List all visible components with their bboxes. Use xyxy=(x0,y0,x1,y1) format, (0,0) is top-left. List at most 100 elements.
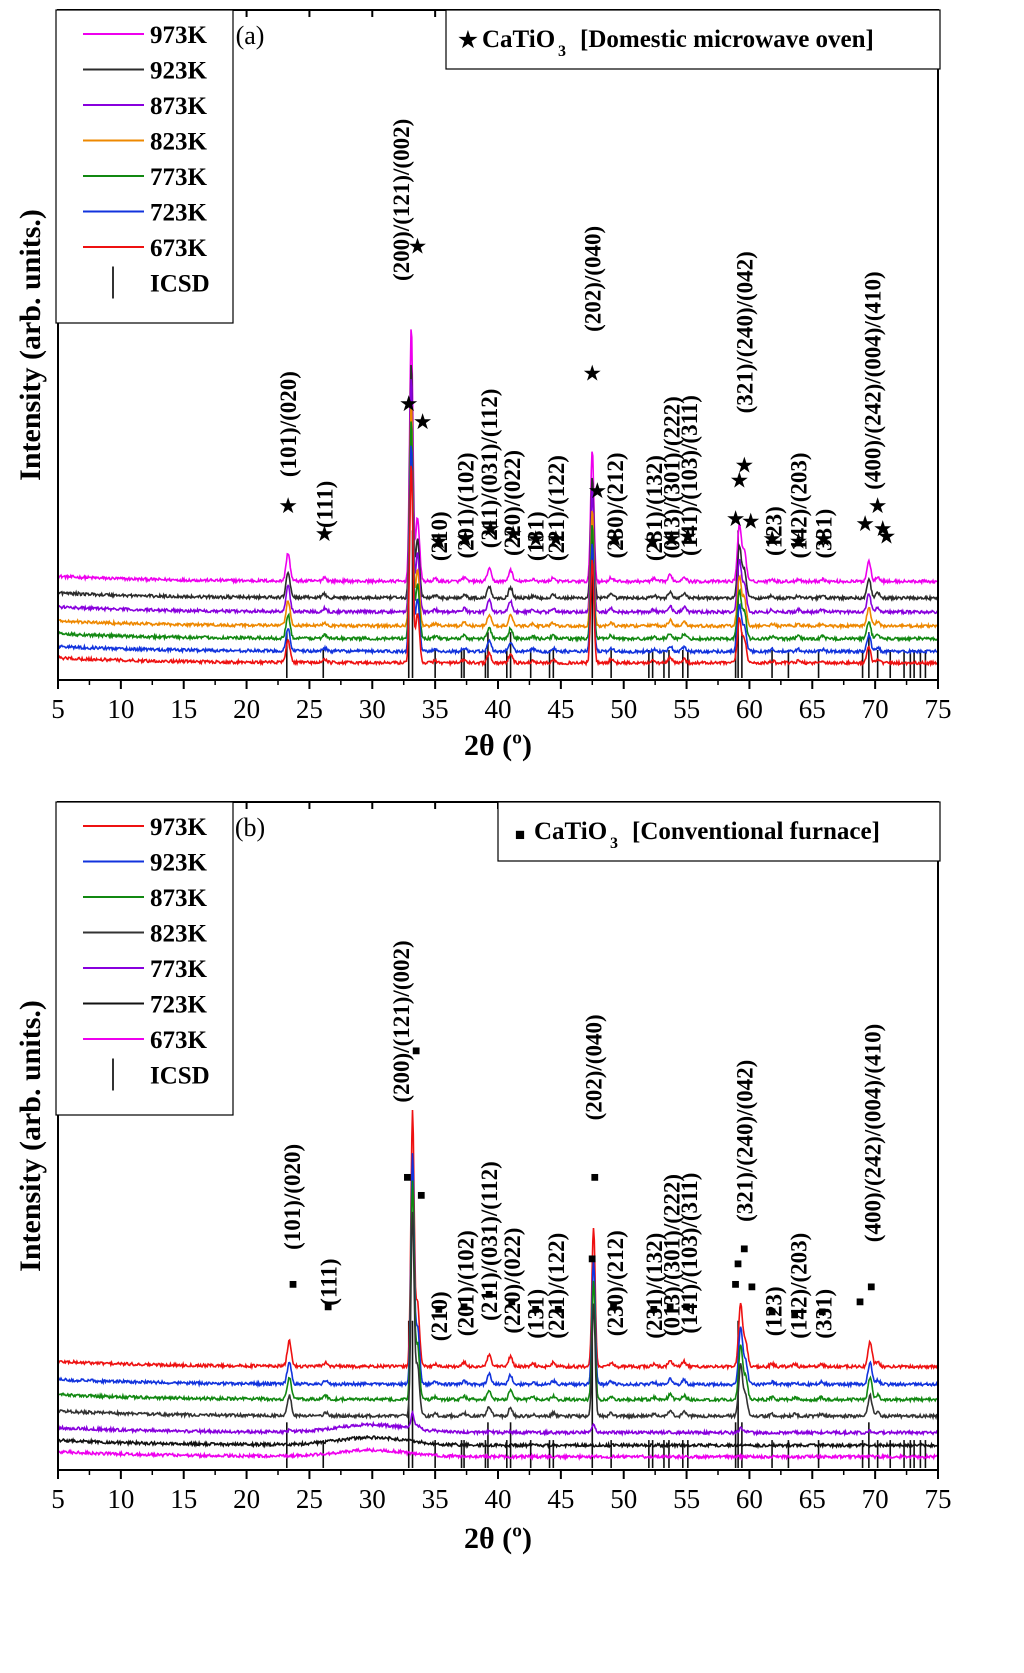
square-marker: ■ xyxy=(734,1257,742,1272)
series-legend: 973K 923K 873K 823K 773K 723K 673K ICSD xyxy=(55,801,234,1116)
x-tick-label: 10 xyxy=(107,1484,134,1514)
star-marker: ★ xyxy=(735,452,755,477)
star-marker: ★ xyxy=(587,478,607,503)
sample-legend-note: [Domestic microwave oven] xyxy=(580,26,874,53)
peak-label: (202)/(040) xyxy=(580,226,605,332)
peak-label: (141)/(103)/(311) xyxy=(677,395,702,556)
y-axis-label: Intensity (arb. units.) xyxy=(14,1000,47,1272)
star-marker: ★ xyxy=(868,493,888,518)
series-line-673K xyxy=(57,1446,938,1462)
x-tick-label: 30 xyxy=(359,1484,386,1514)
series-line-873K xyxy=(57,379,939,617)
sample-legend-box xyxy=(445,9,941,70)
square-marker: ■ xyxy=(790,1308,798,1323)
series-line-923K xyxy=(57,364,939,603)
star-marker: ★ xyxy=(455,526,475,551)
square-marker: ■ xyxy=(682,1300,690,1315)
x-tick-label: 30 xyxy=(359,694,386,724)
peak-label: (230)/(212) xyxy=(603,1230,628,1336)
legend-icsd-label: ICSD xyxy=(150,1063,210,1090)
panel-label: (b) xyxy=(235,813,265,842)
star-marker: ★ xyxy=(413,409,433,434)
y-axis-label: Intensity (arb. units.) xyxy=(14,209,47,481)
x-tick-label: 25 xyxy=(296,1484,323,1514)
x-tick-label: 70 xyxy=(862,694,889,724)
x-tick-label: 65 xyxy=(799,694,826,724)
legend-label: 923K xyxy=(150,850,208,877)
star-marker: ★ xyxy=(678,524,698,549)
series-line-823K xyxy=(57,403,939,631)
peak-label: (231)/(132) xyxy=(642,1233,667,1339)
square-marker: ■ xyxy=(740,1242,748,1257)
legend-box xyxy=(55,9,234,324)
peak-label: (331) xyxy=(812,1289,837,1339)
peak-label: (141)/(103)/(311) xyxy=(677,1173,702,1334)
x-tick-label: 5 xyxy=(51,694,65,724)
series-line-923K xyxy=(57,1153,939,1389)
star-marker: ★ xyxy=(643,529,663,554)
star-marker: ★ xyxy=(526,526,546,551)
legend-label: 923K xyxy=(150,58,208,85)
x-tick-label: 35 xyxy=(422,1484,449,1514)
square-marker: ■ xyxy=(403,1171,411,1186)
square-marker: ■ xyxy=(289,1277,297,1292)
sample-legend-title: CaTiO xyxy=(534,818,607,845)
legend-label: 973K xyxy=(150,814,208,841)
square-marker: ■ xyxy=(867,1280,875,1295)
peak-label: (101)/(020) xyxy=(280,1144,305,1250)
x-tick-label: 40 xyxy=(485,1484,512,1514)
series-traces xyxy=(57,329,939,668)
star-marker: ★ xyxy=(582,361,602,386)
x-tick-label: 20 xyxy=(233,694,260,724)
peak-label: (131) xyxy=(524,1289,549,1339)
peak-label: (013)/(301)/(222) xyxy=(660,1174,685,1336)
peak-label: (321)/(240)/(042) xyxy=(732,251,757,413)
x-tick-label: 15 xyxy=(170,694,197,724)
x-tick-label: 65 xyxy=(799,1484,826,1514)
series-line-773K xyxy=(57,1409,939,1437)
series-line-773K xyxy=(57,421,939,644)
star-marker: ★ xyxy=(503,521,523,546)
peak-annotations: (101)/(020)(111)(200)/(121)/(002)(210) (2… xyxy=(280,940,886,1341)
legend-icsd-label: ICSD xyxy=(150,271,210,298)
x-axis-label: 2θ (º) xyxy=(464,1522,532,1555)
x-tick-label: 45 xyxy=(547,694,574,724)
sample-legend: ★ CaTiO 3 [Domestic microwave oven] xyxy=(445,9,941,70)
legend-label: 823K xyxy=(150,129,208,156)
star-marker: ★ xyxy=(730,468,750,493)
x-tick-label: 35 xyxy=(422,694,449,724)
legend-label: 773K xyxy=(150,164,208,191)
sample-legend-subscript: 3 xyxy=(558,43,566,60)
star-marker: ★ xyxy=(429,529,449,554)
peak-label: (210) xyxy=(427,511,452,561)
series-line-973K xyxy=(57,1109,939,1371)
peak-label: (142)/(203) xyxy=(787,1233,812,1339)
legend-label: 773K xyxy=(150,956,208,983)
square-marker: ■ xyxy=(748,1280,756,1295)
legend-label: 673K xyxy=(150,1027,208,1054)
series-line-823K xyxy=(57,1211,938,1421)
x-tick-label: 15 xyxy=(170,1484,197,1514)
x-tick-label: 5 xyxy=(51,1484,65,1514)
square-marker: ■ xyxy=(768,1305,776,1320)
peak-label: (220)/(022) xyxy=(500,1228,525,1334)
series-line-873K xyxy=(57,1180,939,1404)
peak-label: (211)/(031)/(112) xyxy=(477,389,502,549)
panel-label: (a) xyxy=(236,21,265,50)
series-line-723K xyxy=(57,445,938,656)
square-marker: ■ xyxy=(324,1300,332,1315)
series-legend: 973K 923K 873K 823K 773K 723K 673K ICSD xyxy=(55,9,234,324)
sample-legend-box xyxy=(497,801,941,862)
peak-label: (200)/(121)/(002) xyxy=(389,940,414,1102)
square-marker: ■ xyxy=(417,1188,425,1203)
x-axis-label: 2θ (º) xyxy=(464,729,532,762)
star-marker: ★ xyxy=(855,511,875,536)
legend-box xyxy=(55,801,234,1116)
star-marker: ★ xyxy=(315,521,335,546)
sample-legend: ■ CaTiO 3 [Conventional furnace] xyxy=(497,801,941,862)
x-tick-label: 75 xyxy=(925,694,952,724)
sample-legend-subscript: 3 xyxy=(610,835,618,852)
star-marker: ★ xyxy=(605,526,625,551)
square-marker: ■ xyxy=(818,1305,826,1320)
peak-label: (131) xyxy=(524,511,549,561)
